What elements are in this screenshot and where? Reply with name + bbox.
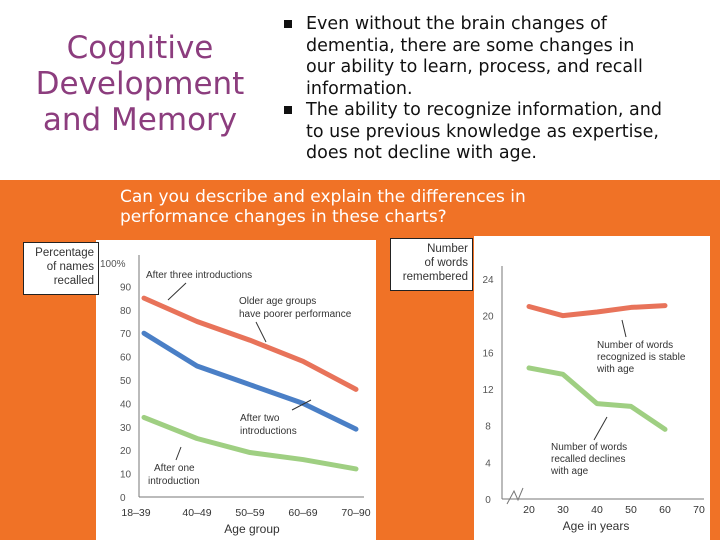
bullet-line: to use previous knowledge as expertise, xyxy=(306,121,659,142)
chart1-y-tick-label: 0 xyxy=(120,493,126,504)
chart1-ylabel-line: recalled xyxy=(53,275,94,287)
chart2-x-axis-title: Age in years xyxy=(563,519,630,533)
chart2-series-line xyxy=(526,303,668,319)
names-recalled-chart: 100% 90 80 70 60 50 40 30 20 10 0 18–39 40–49 50–59 60… xyxy=(96,240,376,540)
chart1-x-tick-label: 40–49 xyxy=(182,507,211,519)
chart2-annotation: with age xyxy=(596,364,635,375)
chart2-y-tick-label: 4 xyxy=(485,458,491,469)
chart1-y-tick-label: 20 xyxy=(120,446,132,457)
chart1-y-tick-label: 50 xyxy=(120,376,132,387)
chart1-y-tick-label: 80 xyxy=(120,306,132,317)
chart1-series-line xyxy=(141,330,359,432)
chart1-y-tick-label: 10 xyxy=(120,470,132,481)
title-line: Cognitive xyxy=(66,30,214,66)
chart1-annotation: introductions xyxy=(240,426,297,437)
chart1-annotation-leader xyxy=(291,399,312,411)
chart2-annotation: recalled declines xyxy=(551,454,626,465)
chart2-y-tick-label: 0 xyxy=(485,495,491,506)
chart2-x-tick-label: 50 xyxy=(625,504,637,516)
chart2-x-tick-label: 40 xyxy=(591,504,603,516)
chart1-x-tick-label: 70–90 xyxy=(341,507,370,519)
title-line: Development xyxy=(35,66,245,102)
chart1-x-axis-title: Age group xyxy=(224,522,280,536)
chart1-annotation: have poorer performance xyxy=(239,309,352,320)
chart1-y-tick-label: 90 xyxy=(120,282,132,293)
names-recalled-chart-svg: 100% 90 80 70 60 50 40 30 20 10 0 18–39 40–49 50–59 60… xyxy=(100,255,371,536)
chart2-x-tick-label: 20 xyxy=(523,504,535,516)
chart2-annotation: Number of words xyxy=(597,340,673,351)
chart1-y-tick-label: 60 xyxy=(120,353,132,364)
chart2-series-line xyxy=(526,365,668,432)
bullet-line: Even without the brain changes of xyxy=(306,14,607,34)
chart1-annotation: After one xyxy=(154,463,195,474)
chart2-y-tick-label: 8 xyxy=(485,422,491,433)
bullet-list: Even without the brain changes of dement… xyxy=(282,14,712,165)
bullet-line: does not decline with age. xyxy=(306,143,537,163)
chart1-series-line xyxy=(141,295,359,392)
chart1-annotation: Older age groups xyxy=(239,296,316,307)
chart1-annotation: introduction xyxy=(148,476,200,487)
chart2-ylabel-line: Number xyxy=(427,243,468,255)
chart1-x-tick-label: 60–69 xyxy=(288,507,317,519)
question-line: Can you describe and explain the differe… xyxy=(120,187,526,207)
bullet-line: dementia, there are some changes in xyxy=(306,35,635,56)
chart2-annotation-leader xyxy=(621,319,627,338)
chart2-ylabel-line: remembered xyxy=(402,271,468,283)
chart1-annotation-leader xyxy=(255,321,267,343)
bullet-item: The ability to recognize information, an… xyxy=(282,100,712,165)
chart2-y-tick-label: 24 xyxy=(482,275,494,286)
slide-title: Cognitive Development and Memory xyxy=(20,30,260,138)
chart1-annotation: After two xyxy=(240,413,280,424)
chart2-ylabel-line: of words xyxy=(424,257,468,269)
question-text: Can you describe and explain the differe… xyxy=(120,187,640,227)
chart2-annotation-leader xyxy=(593,416,608,441)
bullet-line: information. xyxy=(306,78,413,99)
chart1-x-tick-label: 50–59 xyxy=(235,507,264,519)
question-line: performance changes in these charts? xyxy=(120,207,447,227)
bullet-item: Even without the brain changes of dement… xyxy=(282,14,712,100)
chart2-x-tick-label: 30 xyxy=(557,504,569,516)
chart2-annotation: Number of words xyxy=(551,442,627,453)
chart2-annotation: with age xyxy=(550,466,589,477)
chart1-annotation: After three introductions xyxy=(146,270,252,281)
chart2-y-tick-label: 20 xyxy=(482,312,494,323)
words-remembered-chart: 24 20 16 12 8 4 0 20 30 40 50 60 70 Age in years Numbe… xyxy=(474,236,710,540)
chart1-ylabel-line: of names xyxy=(46,261,94,273)
title-line: and Memory xyxy=(42,102,238,138)
bullet-line: our ability to learn, process, and recal… xyxy=(306,57,643,77)
chart1-annotation-leader xyxy=(167,282,187,301)
chart1-series-line xyxy=(141,414,359,472)
chart2-x-tick-label: 70 xyxy=(693,504,705,516)
chart1-annotation-leader xyxy=(175,446,182,461)
chart1-ylabel-box: Percentage of names recalled xyxy=(23,242,99,295)
chart1-y-tick-label: 30 xyxy=(120,423,132,434)
bullet-line: The ability to recognize information, an… xyxy=(306,100,662,120)
chart1-ylabel-line: Percentage xyxy=(35,247,94,259)
chart2-axis-break xyxy=(506,487,524,505)
chart1-y-tick-label: 100% xyxy=(100,259,126,270)
chart1-y-tick-label: 70 xyxy=(120,329,132,340)
chart2-x-tick-label: 60 xyxy=(659,504,671,516)
chart1-y-tick-label: 40 xyxy=(120,399,132,410)
chart1-x-tick-label: 18–39 xyxy=(121,507,150,519)
chart2-y-tick-label: 12 xyxy=(482,385,494,396)
chart2-y-tick-label: 16 xyxy=(482,348,494,359)
chart2-ylabel-box: Number of words remembered xyxy=(390,238,473,291)
chart2-annotation: recognized is stable xyxy=(597,352,686,363)
